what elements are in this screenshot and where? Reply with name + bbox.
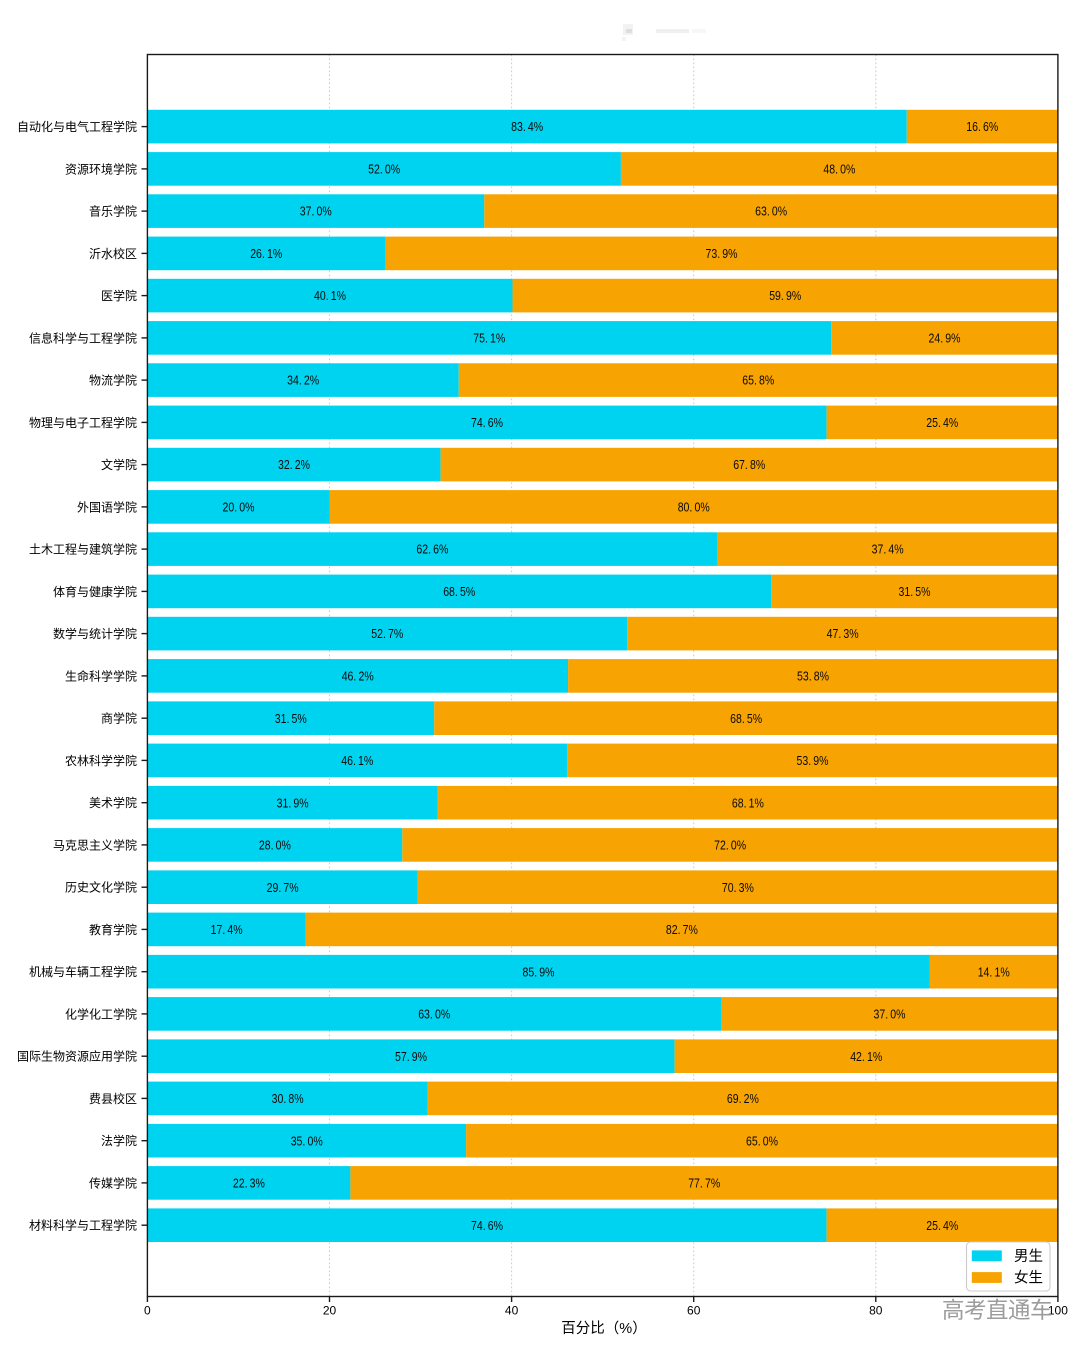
svg-text:传媒学院: 传媒学院	[89, 1175, 137, 1190]
svg-text:费县校区: 费县校区	[89, 1091, 137, 1106]
svg-text:信息科学与工程学院: 信息科学与工程学院	[29, 330, 137, 345]
svg-text:数学与统计学院: 数学与统计学院	[53, 626, 137, 641]
svg-text:农林科学学院: 农林科学学院	[65, 753, 137, 768]
svg-text:69. 2%: 69. 2%	[727, 1091, 759, 1106]
svg-text:85. 9%: 85. 9%	[523, 964, 555, 979]
svg-text:29. 7%: 29. 7%	[267, 880, 299, 895]
svg-text:42. 1%: 42. 1%	[850, 1049, 882, 1064]
svg-text:60: 60	[687, 1303, 701, 1317]
svg-text:37. 4%: 37. 4%	[872, 542, 904, 557]
svg-text:67. 8%: 67. 8%	[733, 457, 765, 472]
svg-text:31. 5%: 31. 5%	[899, 584, 931, 599]
svg-text:医学院: 医学院	[101, 288, 137, 303]
svg-text:32. 2%: 32. 2%	[278, 457, 310, 472]
svg-text:68. 5%: 68. 5%	[443, 584, 475, 599]
svg-text:20: 20	[323, 1303, 337, 1317]
svg-text:生命科学学院: 生命科学学院	[65, 668, 137, 683]
svg-text:商学院: 商学院	[101, 711, 137, 726]
svg-text:22. 3%: 22. 3%	[233, 1176, 265, 1191]
svg-text:57. 9%: 57. 9%	[395, 1049, 427, 1064]
svg-text:72. 0%: 72. 0%	[714, 838, 746, 853]
svg-text:百分比（%）: 百分比（%）	[561, 1320, 646, 1337]
svg-text:土木工程与建筑学院: 土木工程与建筑学院	[29, 542, 137, 557]
svg-text:31. 9%: 31. 9%	[277, 795, 309, 810]
svg-text:20. 0%: 20. 0%	[223, 500, 255, 515]
svg-text:31. 5%: 31. 5%	[275, 711, 307, 726]
svg-text:62. 6%: 62. 6%	[416, 542, 448, 557]
svg-text:83. 4%: 83. 4%	[511, 119, 543, 134]
svg-text:80. 0%: 80. 0%	[678, 500, 710, 515]
svg-text:48. 0%: 48. 0%	[823, 162, 855, 177]
svg-text:体育与健康学院: 体育与健康学院	[53, 584, 137, 599]
svg-text:75. 1%: 75. 1%	[473, 331, 505, 346]
svg-text:52. 0%: 52. 0%	[368, 162, 400, 177]
svg-text:外国语学院: 外国语学院	[77, 499, 137, 514]
svg-text:63. 0%: 63. 0%	[755, 204, 787, 219]
svg-text:30. 8%: 30. 8%	[272, 1091, 304, 1106]
svg-text:化学化工学院: 化学化工学院	[65, 1006, 137, 1021]
svg-text:53. 8%: 53. 8%	[797, 669, 829, 684]
svg-text:34. 2%: 34. 2%	[287, 373, 319, 388]
svg-text:马克思主义学院: 马克思主义学院	[53, 837, 137, 852]
svg-text:教育学院: 教育学院	[89, 922, 137, 937]
svg-text:82. 7%: 82. 7%	[666, 922, 698, 937]
svg-text:0: 0	[144, 1303, 151, 1317]
svg-text:材料科学与工程学院: 材料科学与工程学院	[29, 1218, 137, 1233]
svg-text:40: 40	[505, 1303, 519, 1317]
svg-text:74. 6%: 74. 6%	[471, 1218, 503, 1233]
svg-text:63. 0%: 63. 0%	[418, 1007, 450, 1022]
svg-text:沂水校区: 沂水校区	[89, 246, 137, 261]
svg-text:25. 4%: 25. 4%	[926, 1218, 958, 1233]
svg-text:男生: 男生	[1014, 1248, 1043, 1265]
svg-text:国际生物资源应用学院: 国际生物资源应用学院	[17, 1049, 137, 1064]
svg-text:37. 0%: 37. 0%	[300, 204, 332, 219]
svg-text:历史文化学院: 历史文化学院	[65, 880, 137, 895]
svg-text:65. 0%: 65. 0%	[746, 1133, 778, 1148]
svg-text:70. 3%: 70. 3%	[722, 880, 754, 895]
svg-text:68. 1%: 68. 1%	[732, 795, 764, 810]
svg-text:16. 6%: 16. 6%	[966, 119, 998, 134]
svg-text:40. 1%: 40. 1%	[314, 288, 346, 303]
svg-text:14. 1%: 14. 1%	[978, 964, 1010, 979]
svg-text:52. 7%: 52. 7%	[371, 626, 403, 641]
svg-text:80: 80	[869, 1303, 883, 1317]
svg-text:17. 4%: 17. 4%	[211, 922, 243, 937]
svg-text:46. 1%: 46. 1%	[341, 753, 373, 768]
svg-text:25. 4%: 25. 4%	[926, 415, 958, 430]
svg-text:74. 6%: 74. 6%	[471, 415, 503, 430]
svg-text:美术学院: 美术学院	[89, 795, 137, 810]
svg-text:77. 7%: 77. 7%	[688, 1176, 720, 1191]
svg-text:59. 9%: 59. 9%	[769, 288, 801, 303]
svg-text:自动化与电气工程学院: 自动化与电气工程学院	[17, 119, 137, 134]
svg-text:68. 5%: 68. 5%	[730, 711, 762, 726]
svg-text:73. 9%: 73. 9%	[706, 246, 738, 261]
svg-text:高考直通车: 高考直通车	[942, 1298, 1052, 1323]
svg-text:35. 0%: 35. 0%	[291, 1133, 323, 1148]
svg-text:资源环境学院: 资源环境学院	[65, 161, 137, 176]
svg-text:46. 2%: 46. 2%	[342, 669, 374, 684]
svg-text:47. 3%: 47. 3%	[827, 626, 859, 641]
svg-text:28. 0%: 28. 0%	[259, 838, 291, 853]
svg-text:物理与电子工程学院: 物理与电子工程学院	[29, 415, 137, 430]
svg-text:机械与车辆工程学院: 机械与车辆工程学院	[29, 964, 137, 979]
svg-text:100: 100	[1048, 1303, 1068, 1317]
svg-text:音乐学院: 音乐学院	[89, 204, 137, 219]
svg-text:文学院: 文学院	[101, 457, 137, 472]
svg-text:53. 9%: 53. 9%	[797, 753, 829, 768]
svg-text:物流学院: 物流学院	[89, 373, 137, 388]
svg-text:24. 9%: 24. 9%	[929, 331, 961, 346]
svg-text:65. 8%: 65. 8%	[742, 373, 774, 388]
svg-text:女生: 女生	[1014, 1269, 1043, 1287]
svg-text:37. 0%: 37. 0%	[874, 1007, 906, 1022]
svg-text:法学院: 法学院	[101, 1133, 137, 1148]
svg-text:26. 1%: 26. 1%	[250, 246, 282, 261]
